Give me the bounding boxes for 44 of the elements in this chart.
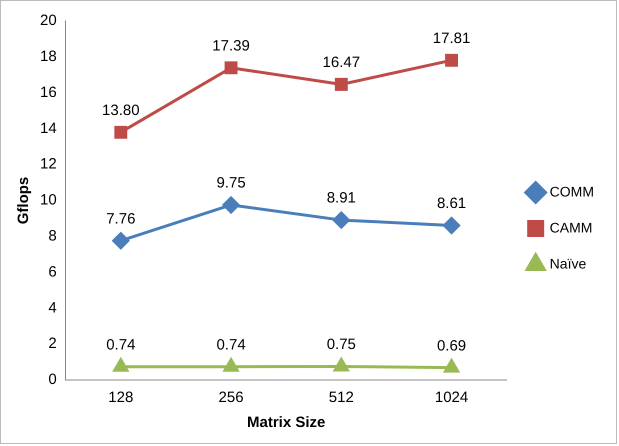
point [334,358,349,372]
x-tick-label: 128 [108,389,134,406]
point [445,54,458,67]
point [112,232,130,250]
y-axis-title: Gflops [15,176,32,224]
point [334,78,348,91]
y-tick-label: 4 [48,299,57,316]
y-tick-label: 16 [40,84,57,101]
data-label: 9.75 [216,174,246,192]
y-tick-label: 14 [40,120,57,137]
y-tick-label: 6 [48,263,57,280]
x-axis-title: Matrix Size [246,414,326,432]
y-tick-label: 12 [40,156,57,173]
data-label: 0.69 [436,337,466,354]
data-label: 0.74 [106,336,136,354]
point [224,61,238,74]
point [332,212,350,229]
y-tick-label: 8 [48,228,57,245]
x-tick-label: 1024 [434,389,468,406]
y-tick-label: 10 [40,192,57,209]
point [114,126,128,139]
data-label: 16.47 [322,54,360,72]
data-label: 7.76 [106,210,136,228]
y-tick-label: 0 [48,371,57,388]
y-tick-label: 2 [48,335,57,352]
data-label: 8.61 [436,195,466,212]
data-label: 17.39 [212,37,250,54]
point [443,216,460,234]
point [223,358,239,372]
data-label: 17.81 [432,30,470,47]
legend-label: Naïve [550,255,586,272]
data-label: 0.75 [326,336,356,354]
point [113,358,128,372]
data-label: 8.91 [326,190,356,207]
point [444,359,460,373]
x-tick-label: 256 [218,389,244,406]
data-label: 13.80 [102,102,140,119]
point [222,196,240,214]
y-tick-label: 18 [40,48,57,66]
x-tick-label: 512 [328,389,354,406]
data-label: 0.74 [216,336,246,354]
legend-label: CAMM [550,219,592,236]
legend-label: COMM [550,183,594,200]
y-tick-label: 20 [40,12,57,30]
